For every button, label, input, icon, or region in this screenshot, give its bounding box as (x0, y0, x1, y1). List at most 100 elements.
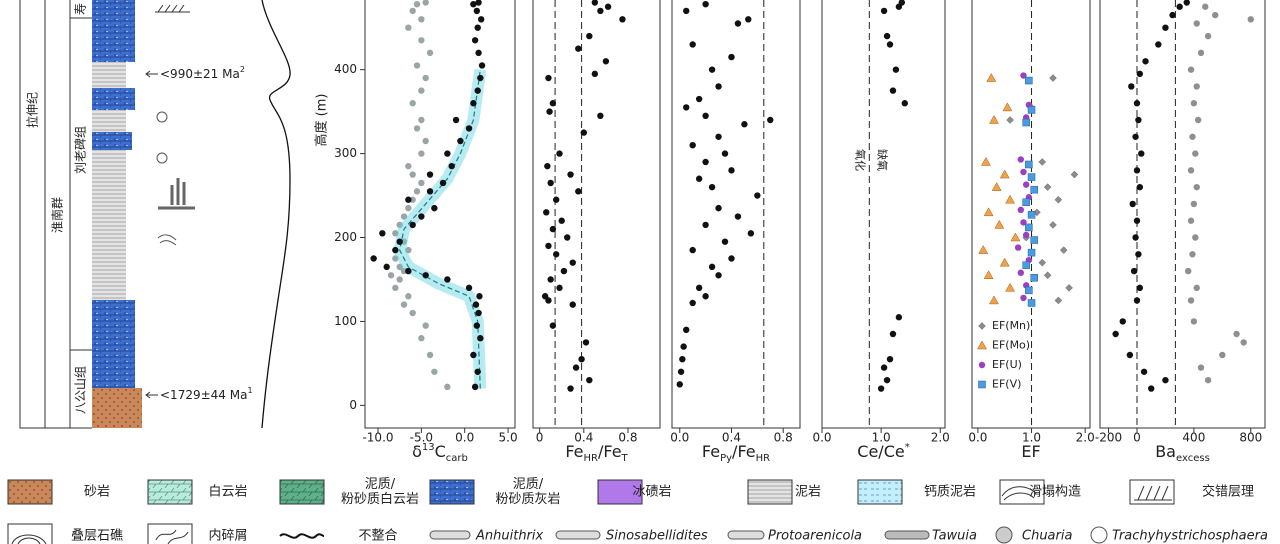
y-tick-label: 300 (334, 146, 357, 160)
data-point (405, 293, 412, 300)
data-point (564, 234, 571, 241)
data-point (978, 380, 986, 389)
data-point (444, 383, 451, 391)
data-point (422, 74, 429, 82)
data-point (418, 213, 425, 220)
data-point (422, 0, 429, 6)
data-point (552, 251, 560, 258)
legend-label: Sinosabellidites (606, 529, 708, 544)
data-point (728, 167, 735, 174)
data-point (549, 100, 557, 107)
data-point (549, 322, 557, 329)
column-frame (19, 0, 92, 429)
data-point (1070, 170, 1079, 179)
legend-label: 粉砂质灰岩 (495, 492, 560, 507)
data-point (689, 41, 696, 48)
data-point (1022, 231, 1030, 239)
legend-swatch (147, 479, 193, 505)
data-point (1022, 198, 1030, 207)
data-point (575, 188, 582, 195)
legend-label: 泥质/ (513, 477, 544, 492)
data-point (883, 376, 891, 384)
data-point (978, 361, 986, 369)
data-point (695, 284, 703, 292)
data-point (702, 221, 709, 229)
legend-swatch (7, 523, 53, 544)
data-point (470, 100, 477, 107)
data-point (1030, 274, 1038, 282)
fossil-icon (158, 178, 195, 210)
litho-block (92, 88, 135, 110)
data-point (889, 330, 897, 338)
data-point (475, 309, 482, 317)
data-point (1133, 100, 1141, 107)
data-point (1184, 267, 1192, 275)
data-point (1043, 183, 1052, 191)
data-point (392, 284, 399, 292)
x-label-part: HR (756, 453, 771, 464)
trend-band (393, 68, 487, 389)
data-point (545, 242, 552, 250)
data-point (1194, 116, 1202, 124)
data-point (582, 339, 590, 346)
data-point (387, 272, 395, 279)
data-point (370, 255, 377, 262)
data-point (383, 263, 390, 271)
legend-icon (155, 529, 189, 544)
data-point (1204, 376, 1212, 384)
data-point (989, 114, 999, 124)
data-point (591, 0, 599, 6)
x-tick-label: 1.0 (1022, 431, 1041, 445)
data-point (1169, 11, 1176, 19)
x-label-part: T (621, 453, 629, 464)
x-tick-label: 0 (536, 431, 544, 445)
data-point (1212, 11, 1219, 19)
formation-label: 刘老碑组 (73, 126, 88, 174)
data-point (983, 270, 994, 280)
data-point (1136, 70, 1144, 78)
data-point (572, 364, 580, 371)
data-point (1148, 385, 1155, 392)
data-point (1187, 167, 1195, 174)
data-point (886, 41, 894, 48)
data-point (1197, 49, 1205, 57)
data-point (1136, 183, 1144, 191)
data-point (465, 125, 473, 132)
x-axis-label: EF (1021, 442, 1040, 461)
data-point (991, 182, 1002, 191)
legend-label: 滑塌构造 (1029, 485, 1081, 500)
data-point (422, 272, 429, 279)
data-point (1189, 251, 1196, 258)
data-point (1132, 133, 1139, 140)
data-point (1049, 74, 1057, 82)
data-point (1133, 167, 1141, 174)
legend-label: Protoarenicola (768, 529, 862, 544)
data-point (1204, 32, 1212, 40)
legend-label: 泥质/ (365, 477, 396, 492)
data-point (1022, 261, 1030, 269)
data-point (1192, 234, 1199, 241)
data-point (439, 179, 447, 187)
data-point (1247, 16, 1254, 23)
x-axis-label: Baexcess (1155, 442, 1210, 464)
x-tick-label: 800 (1239, 431, 1262, 445)
data-point (586, 376, 593, 384)
data-point (1193, 284, 1200, 292)
x-tick-label: 0.0 (670, 431, 689, 445)
data-point (396, 221, 403, 229)
data-point (567, 171, 574, 178)
data-point (400, 301, 408, 308)
data-point (978, 245, 989, 254)
x-axis-label: FePy/FeHR (702, 442, 770, 464)
data-point (983, 207, 994, 217)
data-point (1017, 206, 1025, 214)
data-point (1187, 217, 1195, 224)
data-point (422, 322, 429, 329)
litho-block (92, 388, 142, 428)
data-point (767, 116, 774, 124)
data-point (1133, 217, 1141, 224)
data-point (556, 284, 563, 292)
data-point (470, 0, 477, 8)
data-point (1193, 83, 1200, 90)
data-point (1192, 150, 1199, 157)
